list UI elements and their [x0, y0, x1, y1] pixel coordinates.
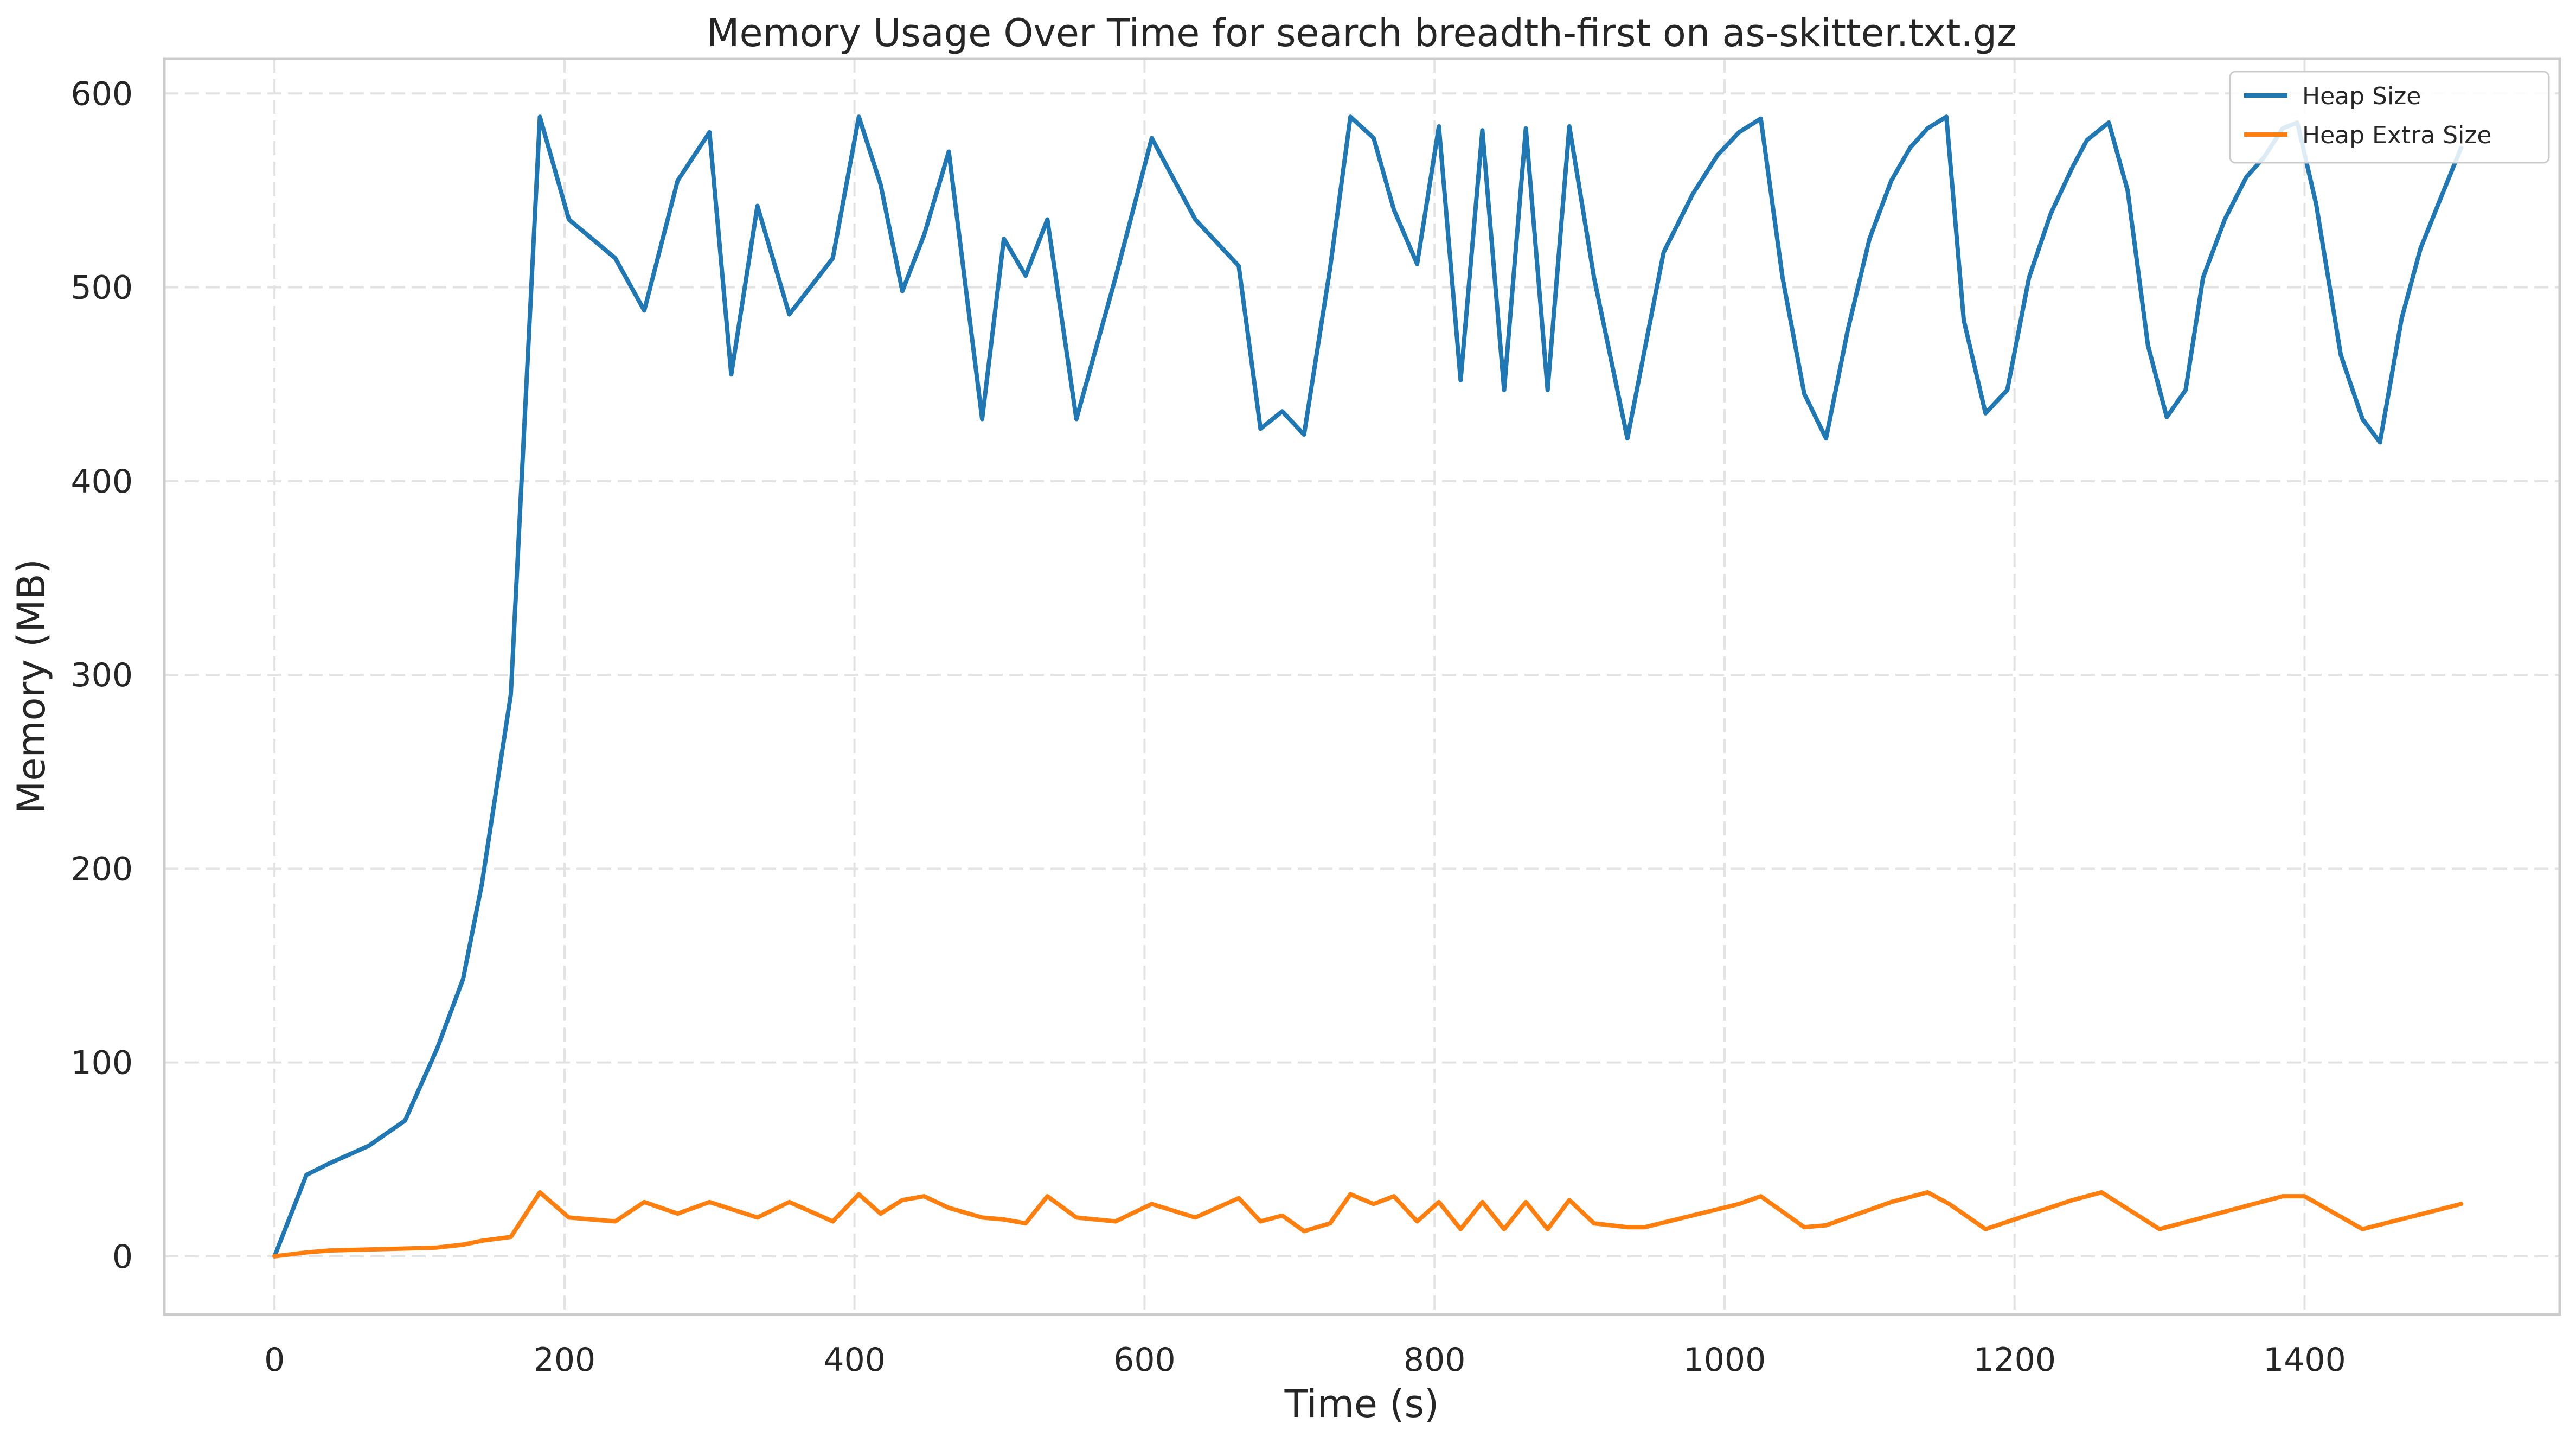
legend: Heap Size Heap Extra Size: [2229, 71, 2550, 164]
legend-label-heap-extra-size: Heap Extra Size: [2302, 122, 2492, 149]
x-tick-labels: 0 200 400 600 800 1000 1200 1400: [264, 1341, 2346, 1379]
plot-frame: [163, 57, 2561, 1316]
x-tick-label: 0: [264, 1341, 285, 1379]
legend-box: [2229, 71, 2550, 164]
series-line-heap-size: [272, 114, 2464, 1259]
y-tick-label: 0: [112, 1238, 133, 1276]
legend-label-heap-size: Heap Size: [2302, 82, 2421, 110]
grid-lines: [164, 59, 2560, 1314]
x-tick-label: 600: [1113, 1341, 1176, 1379]
chart-title: Memory Usage Over Time for search breadt…: [707, 11, 2017, 55]
y-tick-label: 300: [71, 656, 133, 694]
y-axis-label: Memory (MB): [9, 559, 54, 814]
x-tick-label: 800: [1404, 1341, 1466, 1379]
series-line-heap-extra-size: [272, 1190, 2464, 1259]
y-tick-label: 200: [71, 850, 133, 888]
y-tick-label: 100: [71, 1044, 133, 1082]
x-tick-label: 200: [534, 1341, 596, 1379]
x-tick-label: 400: [823, 1341, 886, 1379]
series-layer: [272, 114, 2464, 1259]
x-tick-label: 1400: [2263, 1341, 2346, 1379]
y-tick-label: 500: [71, 269, 133, 307]
x-axis-label: Time (s): [1284, 1382, 1439, 1426]
x-tick-label: 1200: [1973, 1341, 2056, 1379]
y-tick-label: 400: [71, 463, 133, 501]
y-tick-labels: 0 100 200 300 400 500 600: [71, 75, 133, 1276]
x-tick-label: 1000: [1683, 1341, 1766, 1379]
y-tick-label: 600: [71, 75, 133, 113]
